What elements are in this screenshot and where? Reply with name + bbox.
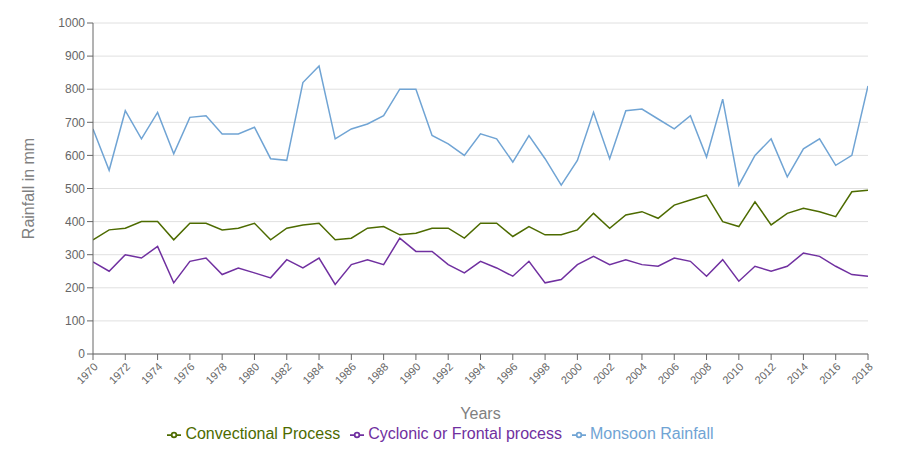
svg-text:1998: 1998 — [526, 360, 552, 386]
svg-text:1992: 1992 — [429, 360, 455, 386]
svg-text:2010: 2010 — [720, 360, 746, 386]
svg-text:1978: 1978 — [203, 360, 229, 386]
svg-text:1984: 1984 — [300, 360, 326, 386]
svg-text:1990: 1990 — [397, 360, 423, 386]
svg-text:1980: 1980 — [236, 360, 262, 386]
html-text:Monsoon Rainfall: Monsoon Rainfall — [590, 425, 714, 442]
svg-text:1000: 1000 — [58, 16, 85, 30]
svg-text:2014: 2014 — [785, 360, 811, 386]
svg-text:1970: 1970 — [74, 360, 100, 386]
svg-text:600: 600 — [65, 149, 85, 163]
svg-text:1986: 1986 — [332, 360, 358, 386]
svg-text:2004: 2004 — [623, 360, 649, 386]
svg-text:1988: 1988 — [365, 360, 391, 386]
svg-text:2012: 2012 — [752, 360, 778, 386]
svg-text:1994: 1994 — [462, 360, 488, 386]
svg-text:500: 500 — [65, 182, 85, 196]
svg-text:100: 100 — [65, 314, 85, 328]
svg-text:200: 200 — [65, 281, 85, 295]
svg-text:Rainfall in mm: Rainfall in mm — [20, 138, 37, 239]
svg-text:2000: 2000 — [559, 360, 585, 386]
svg-text:1996: 1996 — [494, 360, 520, 386]
html-text:Cyclonic or Frontal process: Cyclonic or Frontal process — [368, 425, 562, 442]
svg-text:2006: 2006 — [655, 360, 681, 386]
svg-text:300: 300 — [65, 248, 85, 262]
svg-text:2018: 2018 — [849, 360, 875, 386]
svg-text:400: 400 — [65, 215, 85, 229]
svg-text:700: 700 — [65, 116, 85, 130]
svg-text:1974: 1974 — [139, 360, 165, 386]
svg-text:1982: 1982 — [268, 360, 294, 386]
svg-text:2008: 2008 — [688, 360, 714, 386]
svg-text:1976: 1976 — [171, 360, 197, 386]
html-text:Convectional Process: Convectional Process — [185, 425, 341, 442]
svg-text:1972: 1972 — [106, 360, 132, 386]
svg-text:800: 800 — [65, 82, 85, 96]
svg-text:2016: 2016 — [817, 360, 843, 386]
svg-text:900: 900 — [65, 49, 85, 63]
svg-text:Years: Years — [460, 405, 500, 422]
svg-text:0: 0 — [78, 347, 85, 361]
svg-text:2002: 2002 — [591, 360, 617, 386]
